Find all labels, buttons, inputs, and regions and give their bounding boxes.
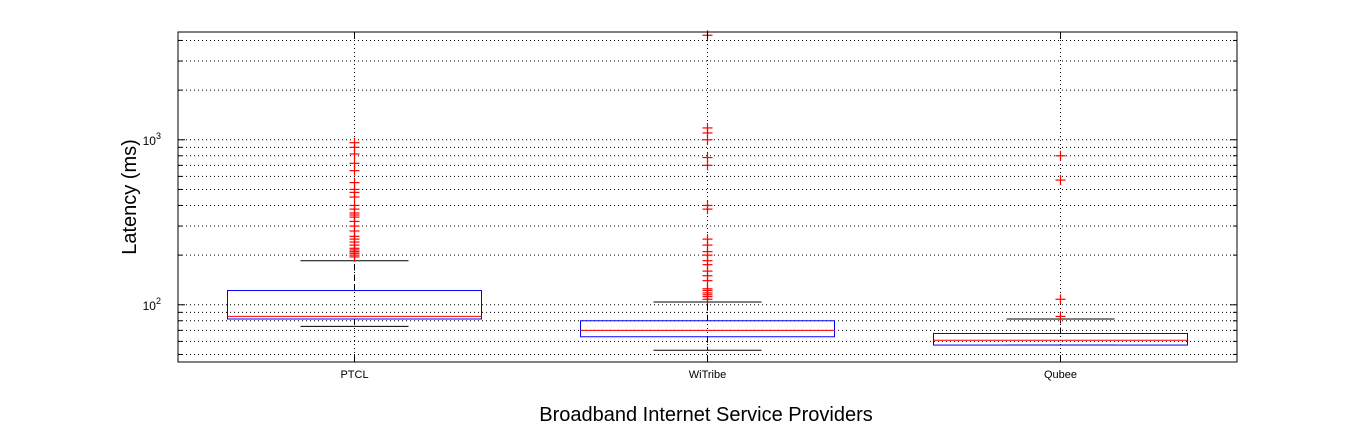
box-plot-series (227, 30, 1188, 351)
x-tick-label: PTCL (340, 369, 368, 381)
box-group-witribe (580, 30, 835, 351)
outlier-point (1055, 311, 1066, 322)
outlier-point (702, 234, 713, 245)
outlier-point (1055, 175, 1066, 186)
outlier-point (702, 200, 713, 211)
y-axis-label: Latency (ms) (119, 139, 141, 255)
outlier-point (1055, 150, 1066, 161)
iqr-box (227, 290, 482, 320)
axis-ticks: 102 103 PTCL WiTribe Qubee (143, 32, 1237, 381)
grid-lines (178, 32, 1237, 362)
outlier-point (349, 177, 360, 188)
x-axis-label: Broadband Internet Service Providers (539, 404, 873, 426)
x-tick-label: Qubee (1044, 369, 1077, 381)
iqr-box (580, 320, 835, 338)
outlier-point (349, 200, 360, 211)
outlier-point (702, 152, 713, 163)
iqr-box (933, 332, 1188, 346)
outlier-point (1055, 294, 1066, 305)
box-group-qubee (933, 150, 1188, 346)
box-group-ptcl (227, 137, 482, 327)
outlier-point (349, 158, 360, 169)
outlier-point (349, 137, 360, 148)
x-tick-label: WiTribe (689, 369, 726, 381)
y-tick-label: 102 (143, 296, 161, 313)
y-tick-label: 103 (143, 131, 161, 148)
outlier-point (702, 122, 713, 133)
